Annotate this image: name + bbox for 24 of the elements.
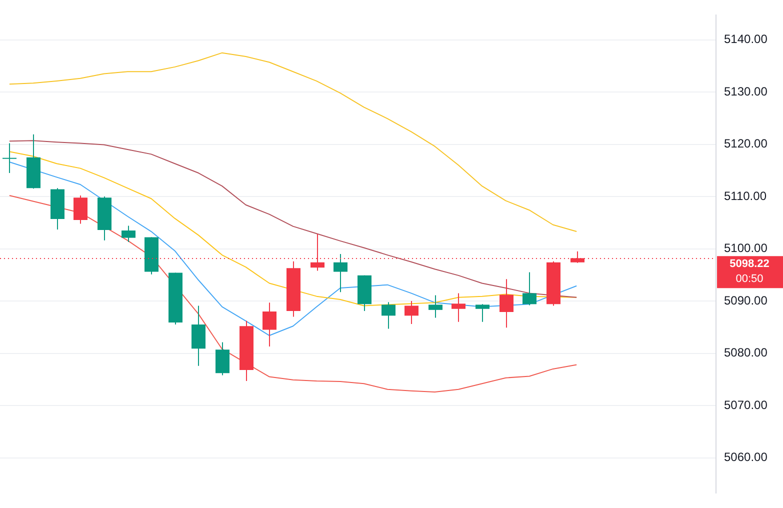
candlestick bbox=[216, 342, 230, 376]
candlestick bbox=[122, 225, 136, 242]
text: 00:50 bbox=[736, 273, 764, 286]
y-tick-label: 5070.00 bbox=[724, 398, 768, 412]
candlestick bbox=[404, 300, 418, 325]
y-tick-label: 5140.00 bbox=[724, 32, 768, 46]
candlestick bbox=[452, 292, 466, 322]
candlestick bbox=[500, 278, 514, 328]
ref-line-label: 5098.22 bbox=[730, 258, 770, 270]
candlestick bbox=[522, 272, 536, 306]
candlestick bbox=[476, 304, 490, 322]
candlestick bbox=[428, 294, 442, 318]
y-tick-label: 5100.00 bbox=[724, 241, 768, 256]
y-tick-label: 5120.00 bbox=[724, 136, 768, 151]
y-tick-label: 5090.00 bbox=[724, 293, 768, 308]
candlestick bbox=[2, 142, 16, 174]
candlestick bbox=[334, 254, 348, 293]
y-tick-label: 5080.00 bbox=[724, 346, 768, 360]
candlestick bbox=[382, 302, 396, 330]
candlestick bbox=[262, 302, 276, 347]
y-tick-label: 5130.00 bbox=[724, 84, 768, 98]
y-tick-label: 5060.00 bbox=[724, 450, 768, 464]
y-tick-label: 5110.00 bbox=[724, 188, 767, 203]
candlestick bbox=[74, 194, 88, 224]
